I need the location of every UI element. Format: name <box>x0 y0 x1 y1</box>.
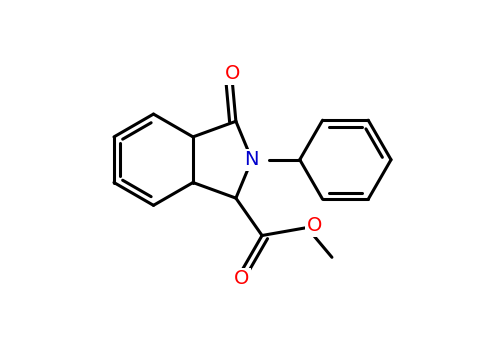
Text: O: O <box>307 216 322 235</box>
Text: O: O <box>234 269 249 288</box>
Text: O: O <box>225 64 240 83</box>
Text: N: N <box>244 150 259 169</box>
